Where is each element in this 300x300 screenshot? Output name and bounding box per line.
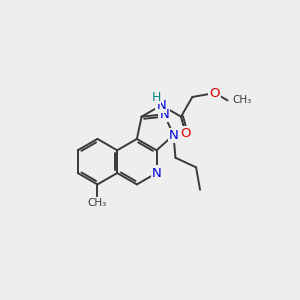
Text: CH₃: CH₃	[88, 198, 107, 208]
Text: CH₃: CH₃	[233, 95, 252, 105]
Text: O: O	[180, 127, 191, 140]
Text: N: N	[159, 108, 169, 121]
Text: O: O	[209, 86, 220, 100]
Text: N: N	[156, 99, 166, 112]
Text: H: H	[152, 91, 161, 103]
Text: N: N	[152, 167, 161, 179]
Text: N: N	[169, 129, 178, 142]
